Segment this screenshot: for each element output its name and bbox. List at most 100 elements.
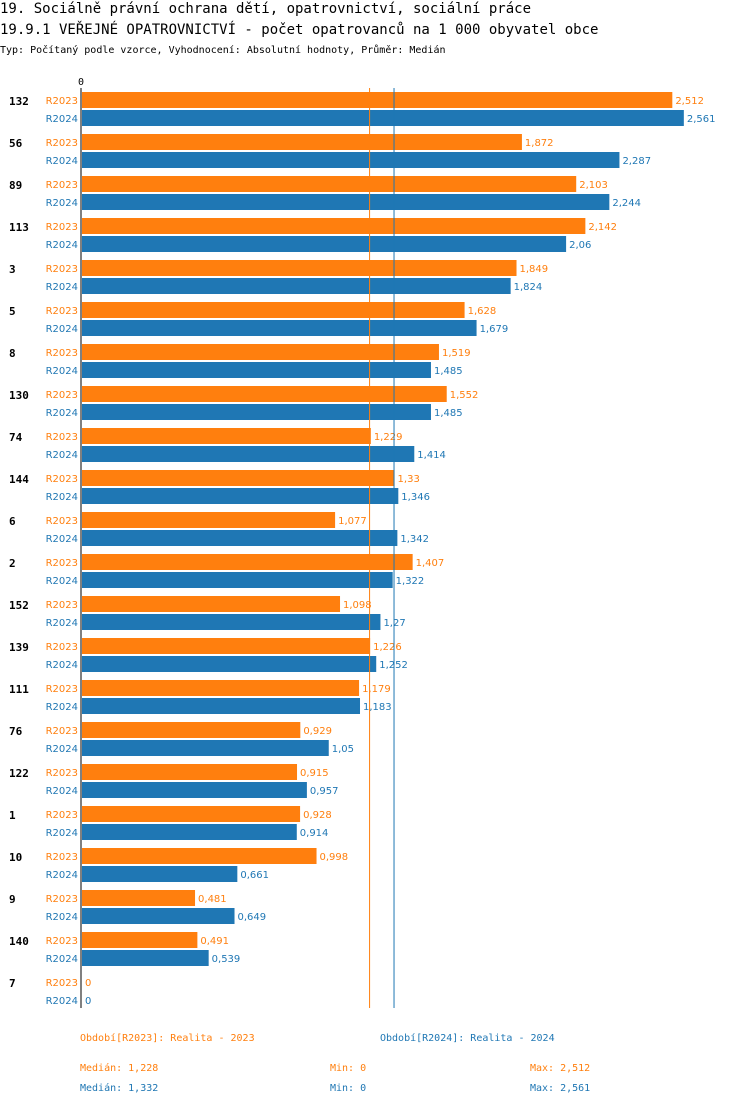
data-label: 1,183: [363, 702, 392, 713]
page-title: 19. Sociálně právní ochrana dětí, opatro…: [0, 1, 532, 17]
bar: [82, 92, 673, 108]
series-label: R2024: [46, 450, 78, 461]
bar: [82, 134, 522, 150]
bar: [82, 362, 431, 378]
series-label: R2024: [46, 114, 78, 125]
data-label: 0,539: [212, 954, 241, 965]
series-label: R2023: [46, 96, 78, 107]
category-label: 5: [9, 305, 16, 318]
bar: [82, 572, 393, 588]
data-label: 1,519: [442, 348, 471, 359]
category-label: 139: [9, 641, 29, 654]
bar: [82, 428, 371, 444]
median-r2023: Medián: 1,228: [80, 1063, 159, 1074]
bar: [82, 320, 477, 336]
bar: [82, 110, 684, 126]
series-label: R2023: [46, 810, 78, 821]
series-label: R2023: [46, 558, 78, 569]
data-label: 1,679: [480, 324, 509, 335]
bar: [82, 866, 238, 882]
series-label: R2023: [46, 180, 78, 191]
series-label: R2024: [46, 324, 78, 335]
data-label: 0,915: [300, 768, 329, 779]
data-label: 2,103: [579, 180, 608, 191]
bar: [82, 386, 447, 402]
bar: [82, 932, 198, 948]
bar: [82, 740, 329, 756]
series-label: R2024: [46, 996, 78, 1007]
data-label: 0,661: [240, 870, 269, 881]
bar: [82, 512, 336, 528]
bar: [82, 638, 371, 654]
series-label: R2024: [46, 912, 78, 923]
x-axis-zero-label: 0: [78, 77, 84, 88]
series-label: R2024: [46, 366, 78, 377]
series-label: R2024: [46, 870, 78, 881]
data-label: 1,33: [398, 474, 420, 485]
series-label: R2024: [46, 618, 78, 629]
category-label: 140: [9, 935, 29, 948]
legend-r2024: Období[R2024]: Realita - 2024: [380, 1033, 555, 1044]
data-label: 1,229: [374, 432, 403, 443]
category-label: 89: [9, 179, 22, 192]
series-label: R2024: [46, 492, 78, 503]
data-label: 0: [85, 996, 91, 1007]
category-label: 111: [9, 683, 29, 696]
series-label: R2023: [46, 894, 78, 905]
bar: [82, 680, 360, 696]
bar: [82, 722, 301, 738]
chart-title: 19.9.1 VEŘEJNÉ OPATROVNICTVÍ - počet opa…: [0, 22, 599, 38]
bar: [82, 698, 361, 714]
data-label: 1,824: [514, 282, 543, 293]
series-label: R2023: [46, 390, 78, 401]
category-label: 6: [9, 515, 16, 528]
series-label: R2024: [46, 240, 78, 251]
max-r2024: Max: 2,561: [530, 1083, 591, 1094]
data-label: 1,226: [373, 642, 402, 653]
series-label: R2024: [46, 744, 78, 755]
min-r2024: Min: 0: [330, 1083, 367, 1094]
data-label: 0,929: [303, 726, 332, 737]
max-r2023: Max: 2,512: [530, 1063, 591, 1074]
series-label: R2024: [46, 282, 78, 293]
bar: [82, 554, 413, 570]
data-label: 2,512: [675, 96, 704, 107]
bar: [82, 596, 341, 612]
bar: [82, 890, 196, 906]
bar: [82, 950, 209, 966]
series-label: R2023: [46, 936, 78, 947]
series-label: R2023: [46, 432, 78, 443]
series-label: R2024: [46, 954, 78, 965]
bar: [82, 176, 577, 192]
series-label: R2024: [46, 198, 78, 209]
category-label: 7: [9, 977, 16, 990]
bar: [82, 614, 381, 630]
series-label: R2024: [46, 408, 78, 419]
median-r2024: Medián: 1,332: [80, 1083, 159, 1094]
data-label: 0,481: [198, 894, 227, 905]
category-label: 122: [9, 767, 29, 780]
series-label: R2023: [46, 768, 78, 779]
bar: [82, 782, 307, 798]
bar: [82, 806, 301, 822]
data-label: 1,098: [343, 600, 372, 611]
data-label: 0,649: [238, 912, 267, 923]
category-label: 2: [9, 557, 16, 570]
data-label: 1,27: [383, 618, 405, 629]
series-label: R2023: [46, 726, 78, 737]
data-label: 0,998: [320, 852, 349, 863]
min-r2023: Min: 0: [330, 1063, 367, 1074]
series-label: R2023: [46, 642, 78, 653]
series-label: R2024: [46, 828, 78, 839]
series-label: R2023: [46, 348, 78, 359]
series-label: R2024: [46, 702, 78, 713]
category-label: 113: [9, 221, 29, 234]
bar: [82, 260, 517, 276]
series-label: R2023: [46, 852, 78, 863]
bar: [82, 404, 431, 420]
category-label: 10: [9, 851, 22, 864]
series-label: R2023: [46, 306, 78, 317]
category-label: 1: [9, 809, 16, 822]
bar: [82, 236, 567, 252]
